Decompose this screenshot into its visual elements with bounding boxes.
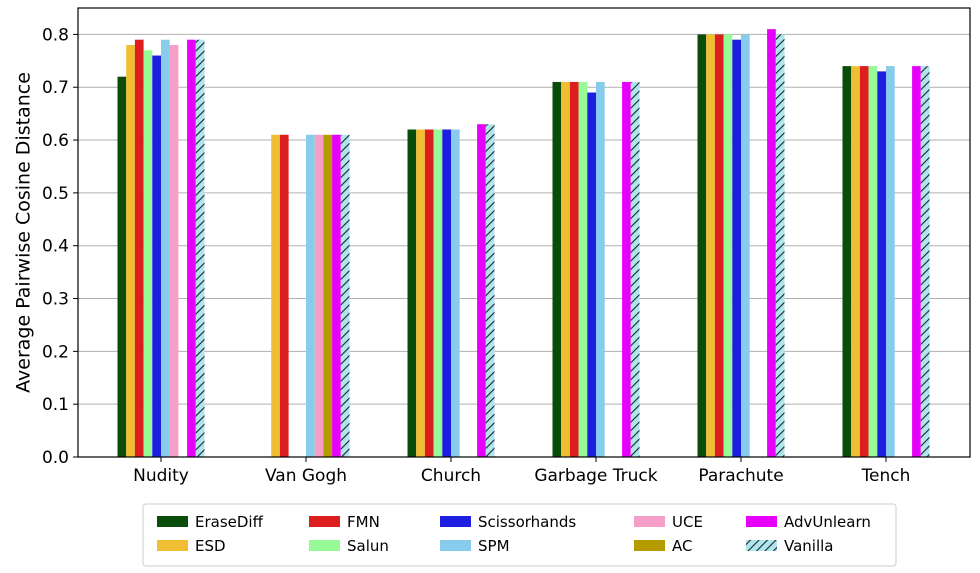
legend-swatch-esd: [157, 540, 188, 551]
x-tick-label: Parachute: [698, 466, 783, 486]
y-tick-label: 0.0: [42, 448, 69, 468]
legend-swatch-spm: [440, 540, 471, 551]
bar-esd-5: [851, 66, 860, 457]
bar-spm-3: [596, 81, 605, 457]
legend-label-vanilla: Vanilla: [784, 537, 834, 555]
y-axis: 0.0 0.1 0.2 0.3 0.4 0.5 0.6 0.7 0.8: [42, 25, 78, 468]
bar-spm-0: [161, 39, 170, 457]
bar-spm-1: [306, 134, 315, 457]
bar-vanilla-0: [195, 39, 205, 457]
bar-vanilla-2: [485, 124, 495, 457]
x-tick-label: Garbage Truck: [534, 466, 657, 486]
bar-esd-0: [126, 44, 135, 457]
legend: EraseDiff ESD FMN Salun Scissorhands SPM UCE AC…: [142, 503, 897, 567]
bar-esd-3: [561, 81, 570, 457]
bar-uce-0: [169, 44, 179, 457]
legend-swatch-uce: [634, 516, 665, 527]
legend-swatch-fmn: [309, 516, 340, 527]
y-tick-label: 0.5: [42, 184, 69, 204]
bar-salun-2: [433, 129, 443, 457]
bar-spm-5: [886, 66, 895, 457]
legend-label-ac: AC: [672, 537, 692, 555]
bar-advunlearn-5: [912, 66, 921, 457]
bar-advunlearn-2: [477, 124, 486, 457]
legend-label-advunlearn: AdvUnlearn: [784, 513, 871, 531]
bar-advunlearn-3: [622, 81, 631, 457]
bar-erasediff-3: [552, 81, 562, 457]
bar-vanilla-1: [340, 134, 350, 457]
y-tick-label: 0.2: [42, 342, 69, 362]
bar-erasediff-4: [697, 34, 707, 457]
bar-vanilla-4: [775, 34, 785, 457]
legend-swatch-erasediff: [157, 516, 188, 527]
bar-erasediff-0: [117, 76, 127, 457]
bar-advunlearn-0: [187, 39, 196, 457]
bar-scissorhands-5: [877, 71, 886, 457]
bar-fmn-2: [424, 129, 434, 457]
x-tick-label: Tench: [861, 466, 911, 486]
bar-advunlearn-4: [767, 29, 776, 457]
legend-swatch-vanilla: [746, 540, 777, 551]
bar-fmn-3: [569, 81, 579, 457]
x-tick-label: Church: [421, 466, 481, 486]
legend-label-fmn: FMN: [347, 513, 380, 531]
legend-swatch-scissorhands: [440, 516, 471, 527]
bar-esd-2: [416, 129, 425, 457]
x-axis: Nudity Van Gogh Church Garbage Truck Parachu…: [133, 457, 910, 486]
bar-uce-1: [314, 134, 324, 457]
bar-fmn-4: [714, 34, 724, 457]
legend-label-uce: UCE: [672, 513, 703, 531]
bar-spm-2: [451, 129, 460, 457]
y-tick-label: 0.4: [42, 237, 69, 257]
bar-fmn-1: [279, 134, 289, 457]
bar-erasediff-2: [407, 129, 417, 457]
bar-salun-3: [578, 81, 588, 457]
bar-esd-1: [271, 134, 280, 457]
legend-label-scissorhands: Scissorhands: [478, 513, 576, 531]
gridlines: [78, 33, 970, 458]
bar-fmn-5: [859, 66, 869, 457]
bar-spm-4: [741, 34, 750, 457]
legend-swatch-ac: [634, 540, 665, 551]
bar-advunlearn-1: [332, 134, 341, 457]
legend-label-esd: ESD: [195, 537, 226, 555]
legend-label-spm: SPM: [478, 537, 510, 555]
y-tick-label: 0.3: [42, 290, 69, 310]
y-tick-label: 0.8: [42, 25, 69, 45]
legend-swatch-salun: [309, 540, 340, 551]
bar-scissorhands-0: [152, 55, 161, 458]
bar-scissorhands-2: [442, 129, 451, 457]
x-tick-label: Van Gogh: [265, 466, 347, 486]
bar-scissorhands-4: [732, 39, 741, 457]
bars: [117, 29, 930, 458]
bar-esd-4: [706, 34, 715, 457]
plot-area-frame: [77, 7, 971, 458]
bar-vanilla-3: [630, 81, 640, 457]
bar-salun-4: [723, 34, 733, 457]
y-tick-label: 0.7: [42, 78, 69, 98]
bar-erasediff-5: [842, 66, 852, 457]
y-tick-label: 0.6: [42, 131, 69, 151]
y-tick-label: 0.1: [42, 395, 69, 415]
bar-salun-5: [868, 66, 878, 457]
legend-label-salun: Salun: [347, 537, 389, 555]
legend-label-erasediff: EraseDiff: [195, 513, 264, 531]
bar-salun-0: [143, 50, 153, 458]
bar-scissorhands-3: [587, 92, 596, 458]
y-axis-label: Average Pairwise Cosine Distance: [13, 72, 35, 393]
legend-swatch-advunlearn: [746, 516, 777, 527]
x-tick-label: Nudity: [133, 466, 189, 486]
bar-fmn-0: [134, 39, 144, 457]
bar-ac-1: [323, 134, 333, 457]
bar-vanilla-5: [920, 66, 930, 457]
